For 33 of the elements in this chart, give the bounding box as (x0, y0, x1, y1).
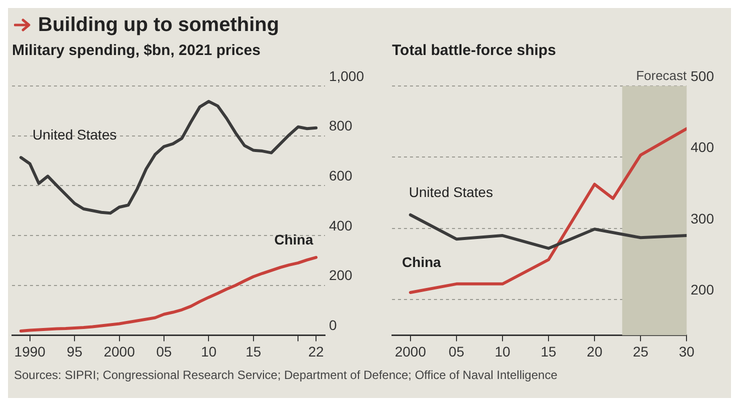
x-tick-label: 1990 (14, 343, 46, 360)
x-tick-label: 10 (200, 343, 217, 360)
x-tick-label: 05 (448, 343, 464, 360)
y-tick-label: 400 (328, 217, 353, 234)
y-tick-label: 800 (328, 118, 353, 134)
x-tick-label: 2000 (104, 343, 136, 360)
band-label: Forecast (636, 68, 688, 84)
source-note: Sources: SIPRI; Congressional Research Service; Department of Defence; Office of Naval Intelligence (13, 368, 558, 382)
series-label: United States (32, 126, 117, 143)
series-label: China (402, 254, 442, 270)
y-tick-label: 0 (328, 317, 337, 334)
y-tick-label: 200 (690, 281, 714, 298)
chart-subtitle: Military spending, $bn, 2021 prices (11, 42, 262, 61)
x-tick-label: 15 (246, 343, 262, 360)
series-label: United States (408, 184, 493, 200)
chart-title: Total battle-force ships (391, 42, 557, 61)
y-tick-label: 1,000 (328, 68, 364, 84)
y-tick-label: 600 (328, 168, 353, 184)
x-tick-label: 10 (494, 343, 510, 360)
y-tick-label: 300 (690, 210, 714, 226)
x-tick-label: 22 (308, 343, 324, 360)
x-tick-label: 2000 (394, 343, 426, 360)
y-tick-label: 200 (328, 267, 353, 284)
y-tick-label: 500 (690, 68, 714, 84)
y-tick-label: 400 (690, 139, 714, 156)
x-tick-label: 30 (678, 343, 695, 360)
chart-title: Building up to something (38, 14, 280, 36)
x-tick-label: 20 (586, 343, 603, 360)
x-tick-label: 05 (156, 343, 172, 360)
x-tick-label: 95 (66, 343, 83, 360)
x-tick-label: 15 (540, 343, 557, 360)
series-label: China (274, 231, 314, 248)
x-tick-label: 25 (632, 343, 649, 360)
